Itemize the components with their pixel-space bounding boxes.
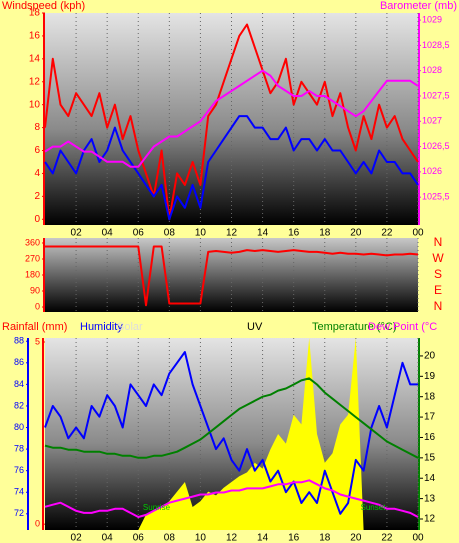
solar-title: Solar bbox=[117, 321, 143, 333]
x-tick-label: 08 bbox=[164, 228, 176, 239]
y-tick-label: 12 bbox=[29, 76, 41, 87]
y-tick-label: 88 bbox=[14, 336, 24, 346]
series-line bbox=[45, 245, 419, 307]
x-tick-label: 20 bbox=[350, 533, 362, 543]
temperature-axis-title: Temperature (°C) bbox=[312, 321, 396, 333]
y-tick-label: 74 bbox=[14, 487, 24, 497]
y-tick-label: 5 bbox=[35, 336, 40, 346]
y-tick-label: 0 bbox=[35, 301, 40, 311]
x-tick-label: 10 bbox=[195, 228, 207, 239]
x-tick-label: 08 bbox=[164, 533, 176, 543]
y-tick-label: 19 bbox=[424, 371, 436, 382]
series-line bbox=[44, 23, 419, 221]
x-tick-label: 12 bbox=[226, 533, 238, 543]
y-tick-label: 6 bbox=[34, 145, 40, 156]
series-line bbox=[44, 377, 419, 459]
y-tick-label: 1027 bbox=[422, 116, 442, 126]
y-tick-label: 76 bbox=[14, 465, 24, 475]
y-tick-label: 12 bbox=[424, 514, 436, 525]
x-tick-label: 16 bbox=[288, 228, 300, 239]
x-tick-label: 22 bbox=[381, 533, 393, 543]
y-tick-label: 13 bbox=[424, 493, 436, 504]
x-tick-label: 14 bbox=[257, 533, 269, 543]
y-tick-label: 360 bbox=[25, 237, 40, 247]
y-tick-label: E bbox=[434, 283, 442, 297]
y-tick-label: 1025,5 bbox=[422, 192, 450, 202]
y-tick-label: 90 bbox=[30, 285, 40, 295]
x-tick-label: 00 bbox=[412, 228, 424, 239]
x-tick-label: 10 bbox=[195, 533, 207, 543]
annotation: Sunset bbox=[360, 503, 386, 512]
y-tick-label: 4 bbox=[34, 168, 40, 179]
windspeed-axis-title: Windspeed (kph) bbox=[2, 0, 85, 12]
x-tick-label: 02 bbox=[71, 228, 83, 239]
x-tick-label: 04 bbox=[102, 533, 114, 543]
y-tick-label: 18 bbox=[29, 8, 41, 19]
y-tick-label: 15 bbox=[424, 452, 436, 463]
y-tick-label: 20 bbox=[424, 351, 436, 362]
series-line bbox=[44, 351, 418, 515]
dewpoint-axis-title: Dew Point (°C bbox=[368, 321, 437, 333]
y-tick-label: 10 bbox=[29, 99, 41, 110]
y-tick-label: 78 bbox=[14, 443, 24, 453]
y-tick-label: W bbox=[432, 251, 444, 265]
x-tick-label: 06 bbox=[133, 533, 145, 543]
y-tick-label: 86 bbox=[14, 357, 24, 367]
y-tick-label: 84 bbox=[14, 379, 24, 389]
barometer-axis-title: Barometer (mb) bbox=[380, 0, 457, 12]
x-tick-label: 22 bbox=[381, 228, 393, 239]
x-tick-label: 18 bbox=[319, 228, 331, 239]
x-tick-label: 20 bbox=[350, 228, 362, 239]
solar-area bbox=[45, 338, 418, 530]
x-tick-label: 06 bbox=[133, 228, 145, 239]
y-tick-label: 1029 bbox=[422, 14, 442, 24]
y-tick-label: N bbox=[434, 299, 443, 313]
y-tick-label: 14 bbox=[29, 53, 41, 64]
y-tick-label: N bbox=[434, 235, 443, 249]
y-tick-label: 0 bbox=[34, 214, 40, 225]
y-tick-label: 270 bbox=[25, 253, 40, 263]
x-tick-label: 16 bbox=[288, 533, 300, 543]
series-line bbox=[44, 479, 419, 518]
uv-title: UV bbox=[247, 321, 263, 333]
series-line bbox=[44, 115, 419, 221]
y-tick-label: 16 bbox=[424, 432, 436, 443]
x-tick-label: 12 bbox=[226, 228, 238, 239]
y-tick-label: 14 bbox=[424, 473, 436, 484]
y-tick-label: 72 bbox=[14, 508, 24, 518]
y-tick-label: 16 bbox=[29, 31, 41, 42]
y-tick-label: 8 bbox=[34, 122, 40, 133]
y-tick-label: 180 bbox=[25, 269, 40, 279]
x-tick-label: 02 bbox=[71, 533, 83, 543]
y-tick-label: 1026 bbox=[422, 166, 442, 176]
rain-axis-title: Rainfall (mm) bbox=[2, 321, 67, 333]
y-tick-label: S bbox=[434, 267, 442, 281]
y-tick-label: 17 bbox=[424, 412, 436, 423]
y-tick-label: 1028,5 bbox=[422, 40, 450, 50]
y-tick-label: 82 bbox=[14, 400, 24, 410]
x-tick-label: 14 bbox=[257, 228, 269, 239]
y-tick-label: 1027,5 bbox=[422, 90, 450, 100]
x-tick-label: 04 bbox=[102, 228, 114, 239]
series-line bbox=[44, 69, 419, 168]
y-tick-label: 2 bbox=[34, 191, 40, 202]
y-tick-label: 18 bbox=[424, 391, 436, 402]
y-tick-label: 0 bbox=[35, 519, 40, 529]
humidity-axis-title: Humidity bbox=[80, 321, 123, 333]
y-tick-label: 1026,5 bbox=[422, 141, 450, 151]
y-tick-label: 1028 bbox=[422, 65, 442, 75]
y-tick-label: 80 bbox=[14, 422, 24, 432]
x-tick-label: 18 bbox=[319, 533, 331, 543]
x-tick-label: 00 bbox=[412, 533, 424, 543]
annotation: Sunrise bbox=[143, 503, 171, 512]
